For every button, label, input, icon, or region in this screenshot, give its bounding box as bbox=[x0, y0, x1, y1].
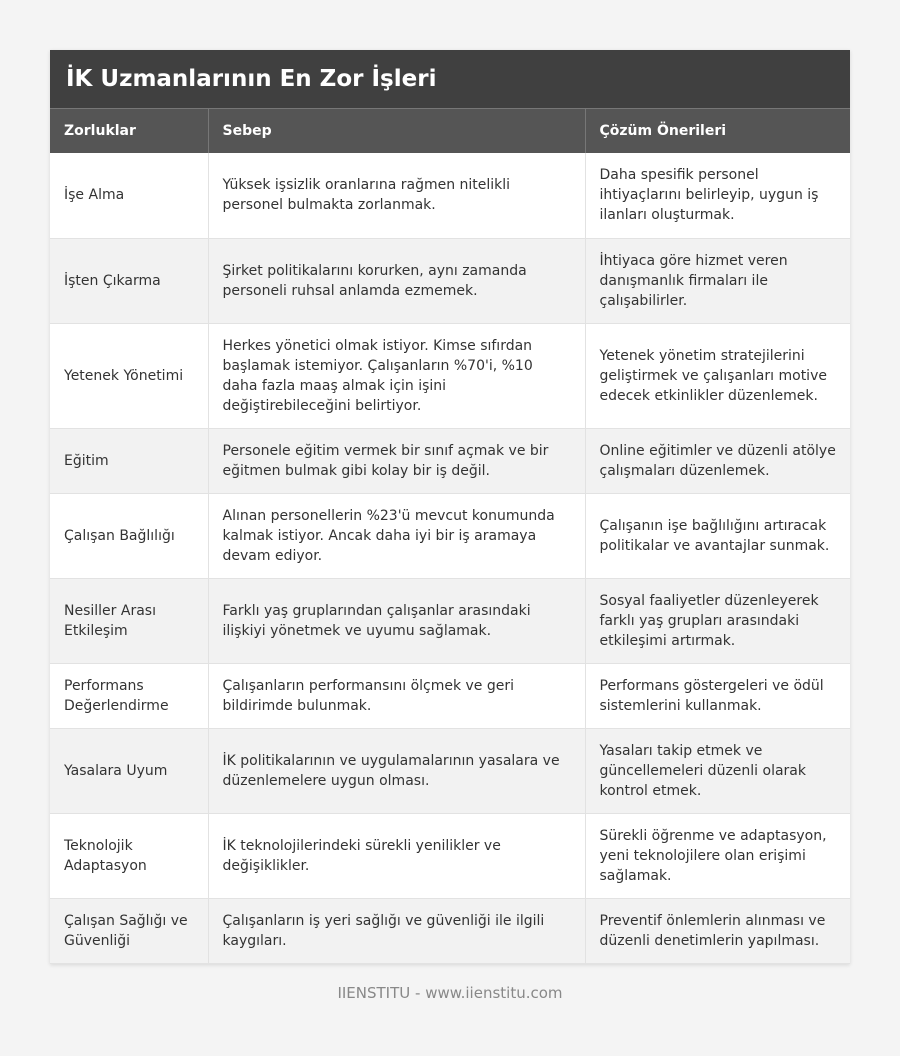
cell-solution: Performans göstergeleri ve ödül sistemle… bbox=[585, 663, 850, 729]
cell-challenge: Teknolojik Adaptasyon bbox=[50, 813, 209, 899]
cell-reason: Şirket politikalarını korurken, aynı zam… bbox=[208, 238, 586, 324]
cell-challenge: Nesiller Arası Etkileşim bbox=[50, 578, 209, 664]
cell-challenge: Çalışan Sağlığı ve Güvenliği bbox=[50, 898, 209, 964]
cell-reason: İK politikalarının ve uygulamalarının ya… bbox=[208, 728, 586, 814]
header-row: Zorluklar Sebep Çözüm Önerileri bbox=[50, 108, 850, 153]
table-row: İşe Alma Yüksek işsizlik oranlarına rağm… bbox=[50, 152, 850, 239]
table-row: Yetenek Yönetimi Herkes yönetici olmak i… bbox=[50, 323, 850, 429]
cell-solution: İhtiyaca göre hizmet veren danışmanlık f… bbox=[585, 238, 850, 324]
table-row: Çalışan Sağlığı ve Güvenliği Çalışanları… bbox=[50, 898, 850, 964]
cell-reason: Çalışanların performansını ölçmek ve ger… bbox=[208, 663, 586, 729]
table-card: İK Uzmanlarının En Zor İşleri Zorluklar … bbox=[50, 50, 850, 964]
cell-challenge: İşe Alma bbox=[50, 152, 209, 239]
cell-challenge: Yetenek Yönetimi bbox=[50, 323, 209, 429]
table-row: Nesiller Arası Etkileşim Farklı yaş grup… bbox=[50, 578, 850, 664]
footer-credit: IIENSTITU - www.iienstitu.com bbox=[337, 984, 563, 1002]
cell-reason: İK teknolojilerindeki sürekli yenilikler… bbox=[208, 813, 586, 899]
table-row: Teknolojik Adaptasyon İK teknolojilerind… bbox=[50, 813, 850, 899]
cell-reason: Herkes yönetici olmak istiyor. Kimse sıf… bbox=[208, 323, 586, 429]
table-row: Yasalara Uyum İK politikalarının ve uygu… bbox=[50, 728, 850, 814]
table-row: İşten Çıkarma Şirket politikalarını koru… bbox=[50, 238, 850, 324]
table-row: Çalışan Bağlılığı Alınan personellerin %… bbox=[50, 493, 850, 579]
cell-solution: Online eğitimler ve düzenli atölye çalış… bbox=[585, 428, 850, 494]
cell-solution: Yasaları takip etmek ve güncellemeleri d… bbox=[585, 728, 850, 814]
cell-reason: Farklı yaş gruplarından çalışanlar arası… bbox=[208, 578, 586, 664]
cell-challenge: İşten Çıkarma bbox=[50, 238, 209, 324]
cell-challenge: Yasalara Uyum bbox=[50, 728, 209, 814]
cell-solution: Sosyal faaliyetler düzenleyerek farklı y… bbox=[585, 578, 850, 664]
column-header-challenges: Zorluklar bbox=[50, 108, 209, 153]
cell-solution: Yetenek yönetim stratejilerini geliştirm… bbox=[585, 323, 850, 429]
cell-challenge: Çalışan Bağlılığı bbox=[50, 493, 209, 579]
cell-reason: Çalışanların iş yeri sağlığı ve güvenliğ… bbox=[208, 898, 586, 964]
column-header-solutions: Çözüm Önerileri bbox=[585, 108, 850, 153]
cell-solution: Çalışanın işe bağlılığını artıracak poli… bbox=[585, 493, 850, 579]
challenges-table: Zorluklar Sebep Çözüm Önerileri İşe Alma… bbox=[50, 108, 850, 964]
cell-solution: Sürekli öğrenme ve adaptasyon, yeni tekn… bbox=[585, 813, 850, 899]
cell-challenge: Eğitim bbox=[50, 428, 209, 494]
cell-solution: Preventif önlemlerin alınması ve düzenli… bbox=[585, 898, 850, 964]
cell-challenge: Performans Değerlendirme bbox=[50, 663, 209, 729]
cell-reason: Alınan personellerin %23'ü mevcut konumu… bbox=[208, 493, 586, 579]
cell-solution: Daha spesifik personel ihtiyaçlarını bel… bbox=[585, 152, 850, 239]
table-row: Eğitim Personele eğitim vermek bir sınıf… bbox=[50, 428, 850, 494]
cell-reason: Personele eğitim vermek bir sınıf açmak … bbox=[208, 428, 586, 494]
table-title: İK Uzmanlarının En Zor İşleri bbox=[50, 50, 850, 108]
cell-reason: Yüksek işsizlik oranlarına rağmen niteli… bbox=[208, 152, 586, 239]
table-row: Performans Değerlendirme Çalışanların pe… bbox=[50, 663, 850, 729]
column-header-reason: Sebep bbox=[208, 108, 586, 153]
